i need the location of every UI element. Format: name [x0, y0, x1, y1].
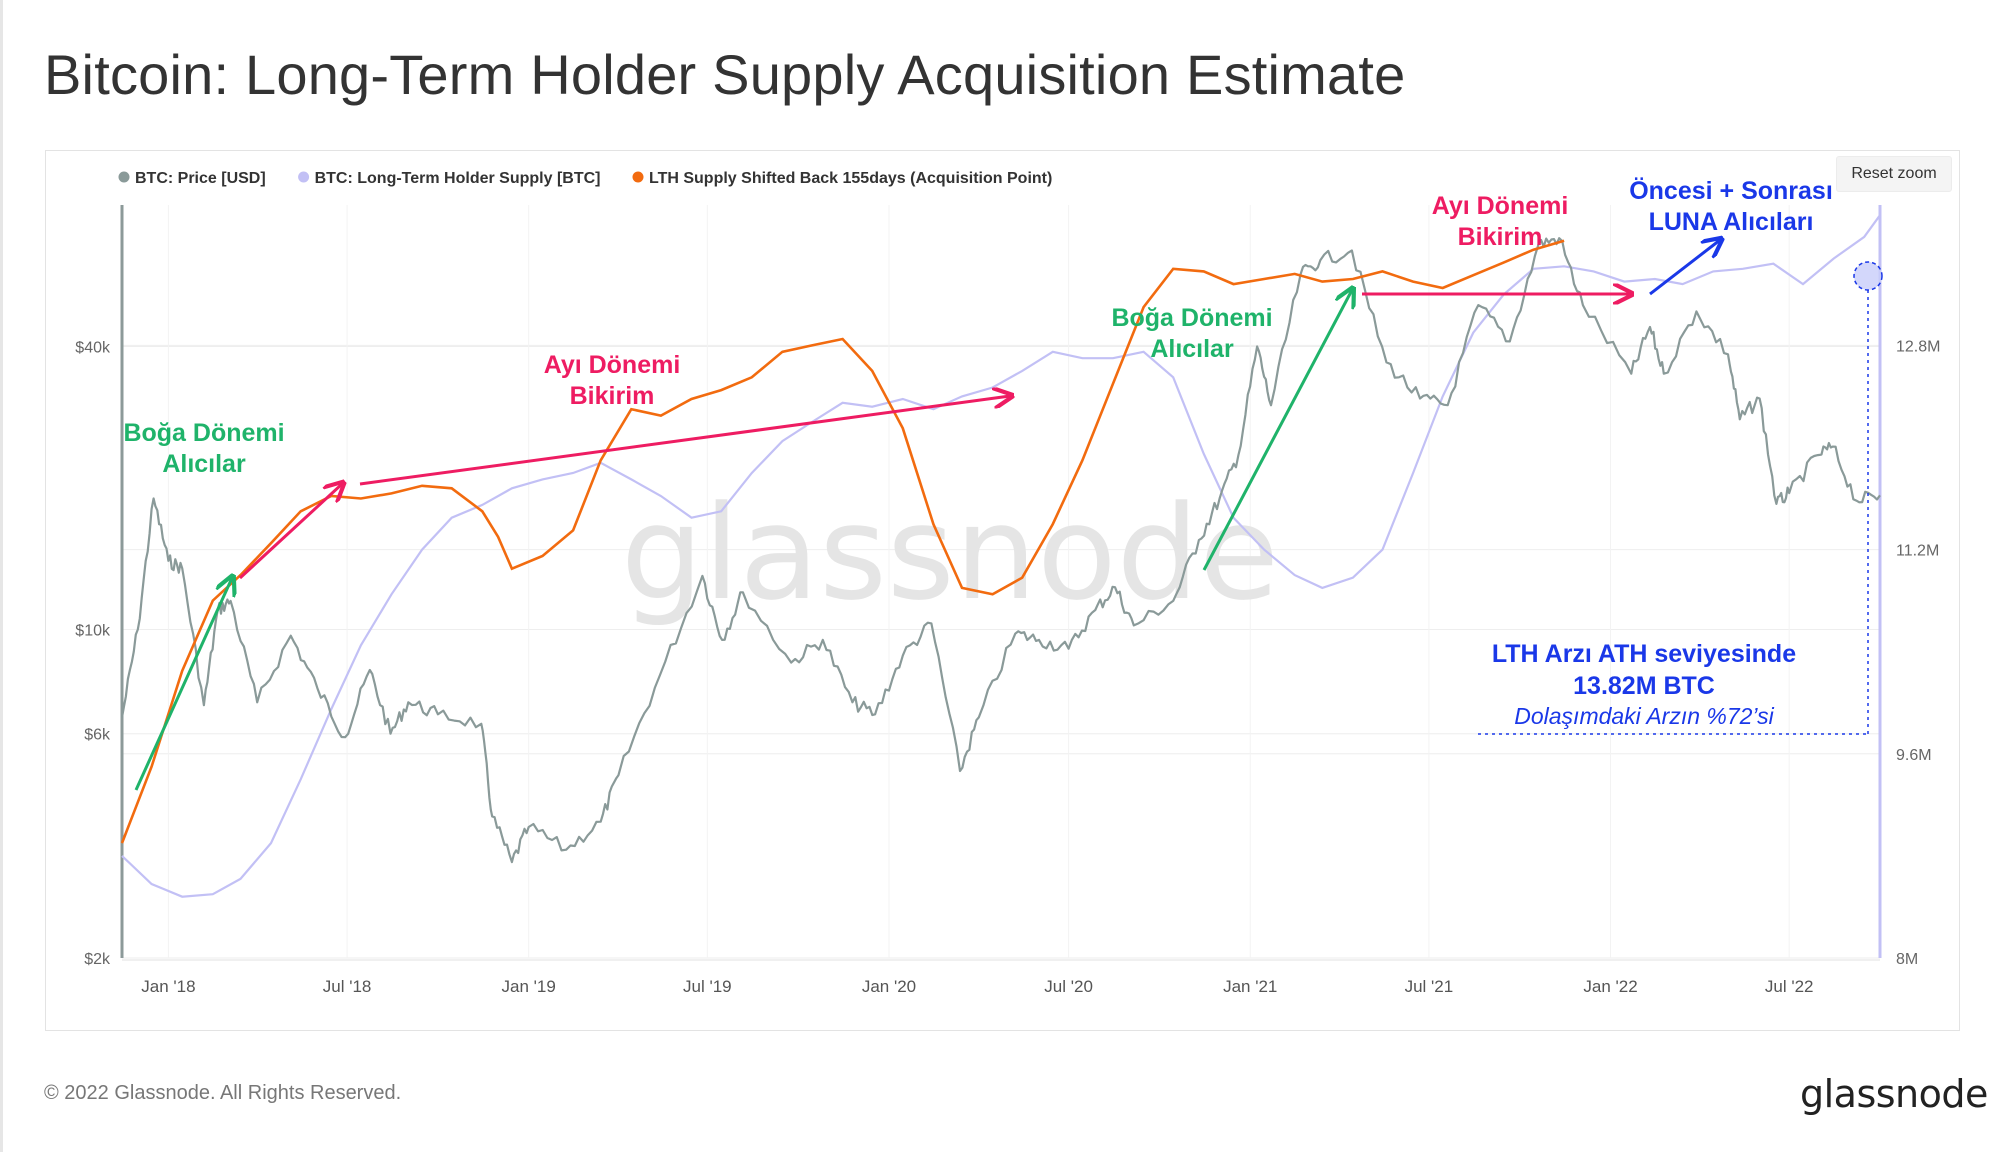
x-tick-label: Jan '21 [1223, 977, 1277, 996]
series-price-line [120, 237, 1881, 864]
chart-frame [45, 150, 1960, 1031]
series-lth-supply-line [121, 214, 1881, 898]
annotations: Boğa Dönemi Alıcılar Ayı Dönemi Bikirim Boğa… [123, 176, 1883, 791]
x-tick-label: Jan '20 [862, 977, 916, 996]
bull1-label: Alıcılar [162, 450, 246, 478]
grid-lines [122, 205, 1880, 959]
x-tick-label: Jul '19 [683, 977, 732, 996]
ath-label-line1: LTH Arzı ATH seviyesinde [1492, 640, 1796, 668]
legend-marker [298, 171, 310, 183]
reset-zoom-button[interactable]: Reset zoom [1836, 156, 1952, 192]
bull2-label: Boğa Dönemi [1111, 304, 1272, 332]
y-right-tick-label: 9.6M [1896, 747, 1932, 764]
bull1-arrow [134, 578, 232, 791]
series-lth-shifted-line [120, 239, 1565, 844]
series-layer [120, 214, 1881, 898]
bull1-label: Boğa Dönemi [123, 419, 284, 447]
y-left-tick-label: $40k [75, 339, 111, 356]
bull2-arrow [1202, 290, 1352, 571]
glassnode-logo: glassnode [1800, 1072, 1988, 1116]
page-title: Bitcoin: Long-Term Holder Supply Acquisi… [44, 43, 1406, 106]
y-left-tick-label: $2k [84, 951, 111, 968]
legend-item[interactable]: BTC: Price [USD] [135, 170, 266, 187]
x-tick-label: Jul '22 [1765, 977, 1814, 996]
y-left-tick-label: $10k [75, 622, 111, 639]
x-tick-label: Jan '19 [502, 977, 556, 996]
axes: Jan '18 Jul '18 Jan '19 Jul '19 Jan '20 Jul '… [75, 205, 1940, 996]
bear2-label: Bikirim [1458, 223, 1543, 251]
y-right-tick-label: 11.2M [1896, 543, 1939, 560]
y-left-tick-label: $6k [84, 727, 111, 744]
watermark: glassnode [621, 477, 1279, 629]
ath-label-line2: 13.82M BTC [1573, 672, 1715, 700]
luna-label: Öncesi + Sonrası [1629, 176, 1833, 205]
x-tick-label: Jul '20 [1044, 977, 1093, 996]
footer-copyright: © 2022 Glassnode. All Rights Reserved. [44, 1082, 402, 1104]
bear1-label: Bikirim [570, 382, 655, 410]
luna-arrow [1649, 240, 1720, 296]
legend-item[interactable]: BTC: Long-Term Holder Supply [BTC] [315, 170, 601, 187]
bear1-arrow-b [359, 396, 1010, 486]
bear2-label: Ayı Dönemi [1432, 192, 1569, 220]
bear1-arrow-a [238, 484, 342, 580]
bear1-label: Ayı Dönemi [544, 351, 681, 379]
x-tick-label: Jan '22 [1583, 977, 1637, 996]
luna-label: LUNA Alıcıları [1649, 208, 1814, 236]
bull2-label: Alıcılar [1150, 335, 1234, 363]
ath-marker [1853, 261, 1883, 291]
page-edge [0, 0, 3, 1152]
legend[interactable]: BTC: Price [USD] BTC: Long-Term Holder Su… [118, 170, 1053, 187]
y-right-tick-label: 8M [1896, 951, 1918, 968]
x-tick-label: Jul '21 [1405, 977, 1454, 996]
ath-label-line3: Dolaşımdaki Arzın %72’si [1514, 703, 1774, 729]
x-tick-label: Jul '18 [323, 977, 372, 996]
legend-item[interactable]: LTH Supply Shifted Back 155days (Acquisi… [649, 170, 1052, 187]
x-tick-label: Jan '18 [141, 977, 195, 996]
legend-marker [632, 171, 644, 183]
y-right-tick-label: 12.8M [1896, 338, 1940, 355]
legend-marker [118, 171, 130, 183]
